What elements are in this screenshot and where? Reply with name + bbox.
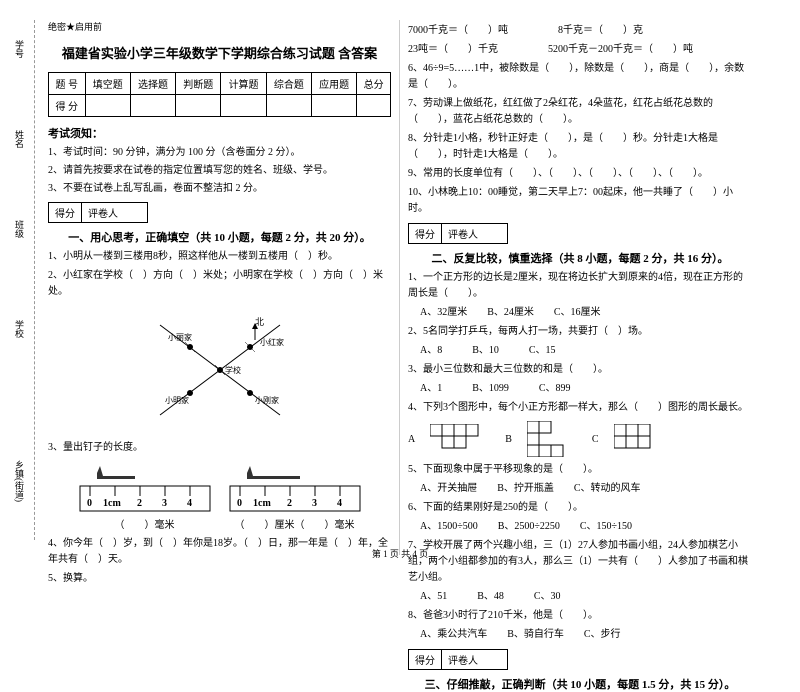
conv-3: 6、46÷9=5……1中，被除数是（ ），除数是（ ），商是（ ），余数是（ ）… [408,61,752,93]
left-column: 绝密★启用前 福建省实验小学三年级数学下学期综合练习试题 含答案 题 号 填空题… [40,20,400,555]
shape-a-label: A [408,434,415,445]
score-box-1: 得分 评卷人 [48,202,148,223]
shape-b [527,421,577,457]
q2-8: 8、爸爸3小时行了210千米，他是（ ）。 [408,608,752,624]
svg-text:3: 3 [162,498,167,509]
th-app: 应用题 [311,73,356,95]
binding-sidebar: 学号 姓名 班级 学校 乡镇(街道) [5,20,35,540]
q2-3-opts: A、1 B、1099 C、899 [408,381,752,397]
th-num: 题 号 [49,73,86,95]
conv-4: 7、劳动课上做纸花，红红做了2朵红花，4朵蓝花，红花占纸花总数的（ ），蓝花占纸… [408,96,752,128]
q2-5-opts: A、开关抽屉 B、拧开瓶盖 C、转动的风车 [408,481,752,497]
q2-7: 7、学校开展了两个兴趣小组，三（1）27人参加书画小组，24人参加棋艺小组，两个… [408,538,752,586]
label-xiaohong: 小红家 [260,337,284,347]
direction-diagram: 北 小丽家 小红家 学校 小明家 小刚家 [130,305,310,435]
q2-3: 3、最小三位数和最大三位数的和是（ ）。 [408,362,752,378]
sidebar-xuexiao: 学校 [13,320,26,338]
th-judge: 判断题 [176,73,221,95]
sidebar-xuehao: 学号 [13,40,26,58]
score-box-3: 得分 评卷人 [408,649,508,670]
section3-header: 三、仔细推敲，正确判断（共 10 小题，每题 1.5 分，共 15 分）。 [408,676,752,692]
score-label: 得分 [409,650,442,669]
section1-header: 一、用心思考，正确填空（共 10 小题，每题 2 分，共 20 分）。 [48,229,391,245]
score-label: 得分 [49,203,82,222]
shape-a [430,424,490,454]
conv-1: 7000千克＝（ ）吨 8千克＝（ ）克 [408,23,752,39]
svg-text:2: 2 [287,498,292,509]
ruler-2: 0 1cm 2 3 4 [225,461,365,511]
shape-b-label: B [505,434,512,445]
svg-text:0: 0 [237,498,242,509]
sidebar-xingming: 姓名 [13,130,26,148]
q1-2: 2、小红家在学校（ ）方向（ ）米处；小明家在学校（ ）方向（ ）米处。 [48,268,391,300]
q1-5: 5、换算。 [48,571,391,587]
score-box-2: 得分 评卷人 [408,223,508,244]
q2-7-opts: A、51 B、48 C、30 [408,589,752,605]
shape-c-label: C [592,434,599,445]
conv-7: 10、小林晚上10：00睡觉，第二天早上7：00起床，他一共睡了（ ）小时。 [408,185,752,217]
exam-title: 福建省实验小学三年级数学下学期综合练习试题 含答案 [48,43,391,62]
q1-3: 3、量出钉子的长度。 [48,440,391,456]
th-fill: 填空题 [85,73,130,95]
q2-6-opts: A、1500÷500 B、2500÷2250 C、150÷150 [408,519,752,535]
notice-title: 考试须知： [48,125,391,141]
svg-text:2: 2 [137,498,142,509]
q2-6: 6、下面的结果刚好是250的是（ ）。 [408,500,752,516]
notice-1: 1、考试时间：90 分钟，满分为 100 分（含卷面分 2 分）。 [48,145,391,160]
svg-text:4: 4 [187,498,192,509]
q1-4: 4、你今年（ ）岁，到（ ）年你是18岁。（ ）日，那一年是（ ）年，全年共有（… [48,536,391,568]
q2-5: 5、下面现象中属于平移现象的是（ ）。 [408,462,752,478]
conv-5: 8、分针走1小格，秒针正好走（ ），是（ ）秒。分针走1大格是（ ），时针走1大… [408,131,752,163]
th-comp: 综合题 [266,73,311,95]
sidebar-banji: 班级 [13,220,26,238]
score-label: 得分 [409,224,442,243]
table-row: 得 分 [49,95,391,117]
grader-label: 评卷人 [442,650,484,669]
q2-1: 1、一个正方形的边长是2厘米，现在将边长扩大到原来的4倍，现在正方形的周长是（ … [408,270,752,302]
conv-2: 23吨＝（ ）千克 5200千克－200千克＝（ ）吨 [408,42,752,58]
q2-1-opts: A、32厘米 B、24厘米 C、16厘米 [408,305,752,321]
conv-6: 9、常用的长度单位有（ ）、（ ）、（ ）、（ ）、（ ）。 [408,166,752,182]
section2-header: 二、反复比较，慎重选择（共 8 小题，每题 2 分，共 16 分）。 [408,250,752,266]
q2-2: 2、5名同学打乒乓，每两人打一场，共要打（ ）场。 [408,324,752,340]
right-column: 7000千克＝（ ）吨 8千克＝（ ）克 23吨＝（ ）千克 5200千克－20… [400,20,760,555]
label-xiaogang: 小刚家 [255,395,279,405]
page-container: 绝密★启用前 福建省实验小学三年级数学下学期综合练习试题 含答案 题 号 填空题… [0,0,800,565]
th-total: 总分 [357,73,391,95]
secret-stamp: 绝密★启用前 [48,20,391,33]
sidebar-xiangzhen: 乡镇(街道) [13,460,26,502]
ruler-row: 0 1cm 2 3 4 0 1cm 2 [48,461,391,511]
grader-label: 评卷人 [82,203,124,222]
shape-c [614,424,664,454]
table-row: 题 号 填空题 选择题 判断题 计算题 综合题 应用题 总分 [49,73,391,95]
score-table: 题 号 填空题 选择题 判断题 计算题 综合题 应用题 总分 得 分 [48,72,391,117]
q1-1: 1、小明从一楼到三楼用8秒，照这样他从一楼到五楼用（ ）秒。 [48,249,391,265]
ruler-1: 0 1cm 2 3 4 [75,461,215,511]
grader-label: 评卷人 [442,224,484,243]
svg-text:1cm: 1cm [103,498,121,509]
td-score: 得 分 [49,95,86,117]
q2-8-opts: A、乘公共汽车 B、骑自行车 C、步行 [408,627,752,643]
svg-text:0: 0 [87,498,92,509]
ruler-ans-1: （ ）毫米 [75,516,215,531]
q2-4: 4、下列3个图形中，每个小正方形都一样大，那么（ ）图形的周长最长。 [408,400,752,416]
svg-text:3: 3 [312,498,317,509]
ruler-ans-2: （ ）厘米（ ）毫米 [225,516,365,531]
th-choice: 选择题 [130,73,175,95]
q2-2-opts: A、8 B、10 C、15 [408,343,752,359]
page-footer: 第 1 页 共 4 页 [372,547,428,560]
notice-3: 3、不要在试卷上乱写乱画，卷面不整洁扣 2 分。 [48,181,391,196]
label-school: 学校 [225,365,241,375]
svg-text:4: 4 [337,498,342,509]
shapes-row: A B C [408,421,752,457]
svg-text:北: 北 [255,317,264,327]
ruler-answers: （ ）毫米 （ ）厘米（ ）毫米 [48,516,391,531]
th-calc: 计算题 [221,73,266,95]
notice-2: 2、请首先按要求在试卷的指定位置填写您的姓名、班级、学号。 [48,163,391,178]
svg-text:1cm: 1cm [253,498,271,509]
label-xiaoming: 小明家 [165,395,189,405]
label-xiaoli: 小丽家 [168,332,192,342]
